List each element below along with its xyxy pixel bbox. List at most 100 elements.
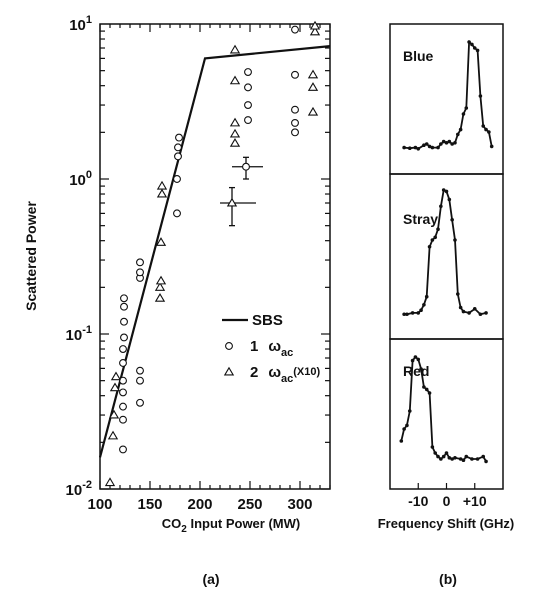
panel-a-legend: SBS 1 ωac 2 ωac(X10) [222,312,321,385]
spectrum-point [456,132,460,137]
spectrum-point [461,309,466,314]
spectrum-point [458,457,463,461]
data-point-1wac [120,294,128,303]
data-point-2wac [109,382,121,392]
spectrum-title: Red [403,363,429,379]
spectrum-point [433,451,438,455]
spectrum-point [427,391,432,395]
spectrum-point [484,459,488,464]
data-point-2wac [104,477,116,487]
data-point-2wac [307,106,319,116]
data-point-1wac [119,445,127,454]
legend-label: 2 ωac(X10) [250,364,321,385]
panel-b-label: (b) [439,571,457,587]
spectrum-point [430,238,435,242]
spectrum-point [444,451,449,455]
spectrum-point [481,124,486,128]
spectrum-title: Blue [403,48,434,64]
panel-b-chart: Blue Stray Red -10 0 +10 Frequency Shift (GH… [378,23,515,587]
spectrum-point [447,197,452,202]
spectrum-point [427,144,432,149]
spectrum-point [436,145,440,150]
spectrum-point [461,112,466,116]
spectrum-point [430,445,435,449]
y-tick-label: 101 [69,14,92,34]
spectrum-point [441,454,446,459]
data-point-1wac [119,359,127,367]
spectrum-point [464,106,469,110]
data-point-1wac [120,317,128,326]
data-point-2wac [307,69,319,79]
spectrum-point [416,311,421,315]
data-point-1wac [136,268,144,277]
panel-a-series [98,20,331,487]
data-point-2wac [156,180,168,190]
b-x-tick-label: -10 [408,493,428,509]
spectrum-point [478,312,483,317]
data-point-2wac [229,128,241,138]
spectrum-point [422,385,426,389]
spectrum-point [487,130,491,134]
sbs-line [98,45,331,458]
spectrum-point [413,145,418,150]
data-point-1wac [119,376,127,385]
spectrum-point [475,457,480,461]
spectrum-point [458,127,463,132]
spectrum-point [464,454,469,459]
spectrum-point [484,311,488,315]
spectrum-point [422,303,426,307]
spectrum-title: Stray [403,211,438,227]
spectrum-point [470,457,474,461]
spectrum-point [413,355,418,359]
spectrum-point [416,357,421,362]
data-point-2wac [309,20,321,30]
spectrum-point [478,94,483,98]
spectrum-point [405,312,409,317]
spectrum-point [407,146,412,150]
spectrum-point [424,142,429,146]
spectrum-point [489,144,494,149]
spectrum-point [422,143,426,147]
data-point-2wac [108,409,120,419]
spectrum-point [450,457,454,461]
data-point-2wac [155,275,167,285]
x-axis-label-text: CO2 Input Power (MW) [162,516,300,535]
spectrum-point [439,142,443,146]
spectrum-point [410,311,415,315]
spectrum-point [407,409,412,413]
data-point-1wac [244,116,252,125]
spectrum-point [472,46,477,50]
data-point-1wac [291,70,299,79]
data-point-2wac [229,44,241,54]
panel-a-chart: 100 150 200 250 300 101 100 10-1 10-2 SBS 1 ωac 2 ωa… [23,14,331,587]
panel-b-frames [389,23,504,490]
data-point-2wac [229,137,241,147]
spectrum-point [405,423,409,428]
spectrum-point [436,454,440,459]
spectrum-point [416,147,421,151]
error-point-1wac [242,162,250,171]
spectrum-point [439,457,443,461]
spectrum-point [402,312,406,317]
spectrum-point [470,42,474,47]
b-x-tick-label: 0 [443,493,451,509]
x-tick-label: 200 [187,496,212,513]
x-tick-label: 100 [87,496,112,513]
spectrum-point [450,217,454,222]
y-tick-label: 100 [69,169,92,189]
data-point-1wac [244,68,252,76]
spectrum-point [450,142,454,146]
data-point-2wac [307,82,319,91]
data-point-1wac [120,333,128,342]
data-point-1wac [291,118,299,127]
panel-b-x-axis-label: Frequency Shift (GHz) [378,516,515,531]
spectrum-point [461,458,466,463]
spectrum-point [472,307,477,311]
spectrum-point [475,48,480,53]
spectrum-point [419,308,423,313]
data-point-1wac [291,128,299,137]
spectrum-point [453,456,457,460]
panel-a-error-bars [220,156,263,227]
spectrum-point [427,244,432,249]
